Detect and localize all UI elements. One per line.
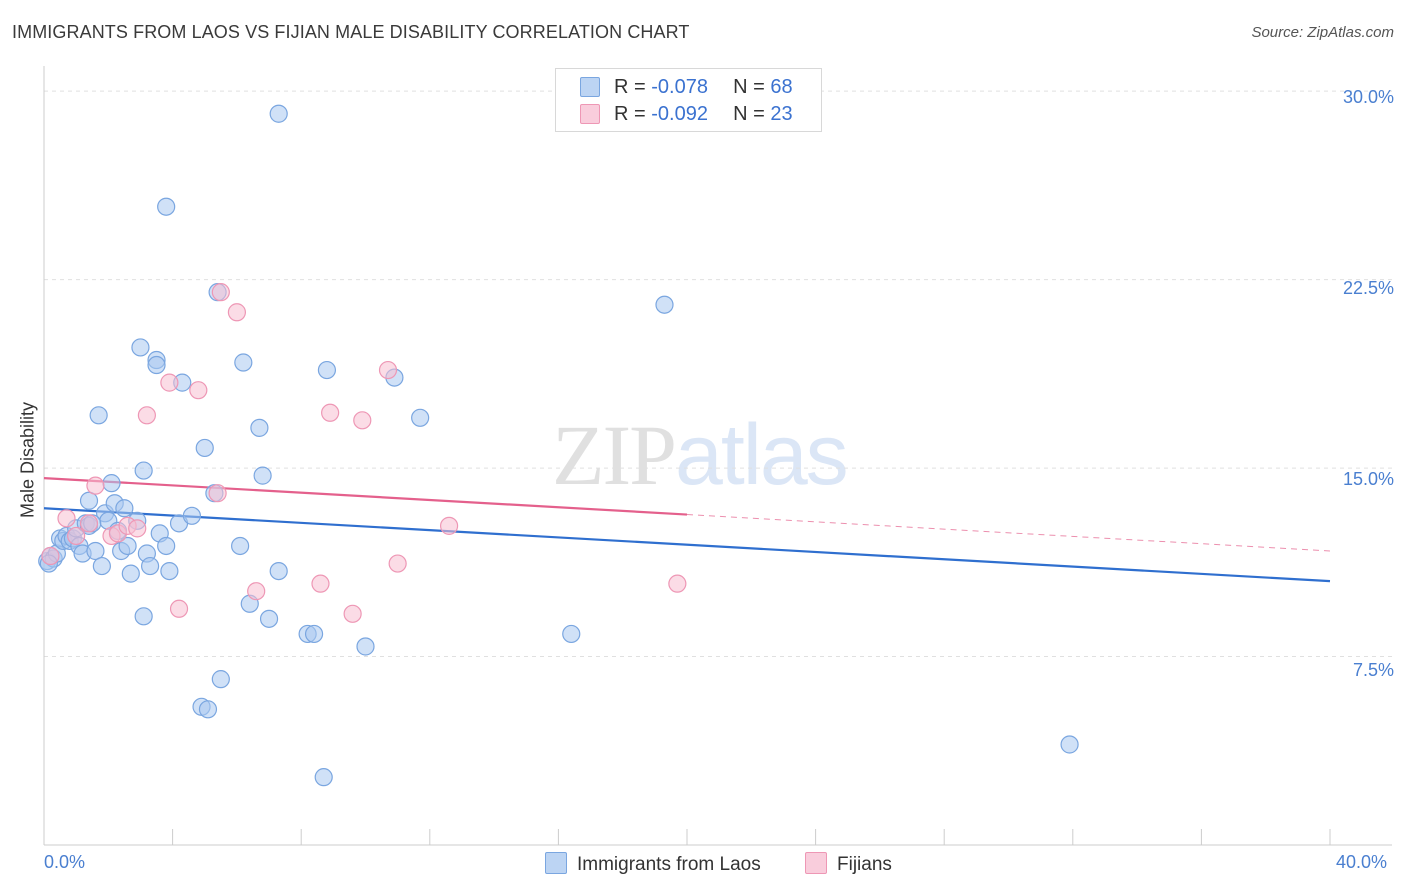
fijian-point bbox=[208, 484, 227, 503]
legend-swatch-fijians bbox=[580, 104, 600, 124]
laos-point bbox=[259, 609, 279, 628]
laos-point bbox=[655, 295, 674, 314]
fijian-point bbox=[169, 599, 189, 618]
legend-row-fijians: R = -0.092 N = 23 bbox=[614, 103, 793, 126]
fijian-point bbox=[67, 526, 86, 546]
laos-point bbox=[131, 338, 150, 357]
laos-point bbox=[269, 104, 288, 123]
chart-title: IMMIGRANTS FROM LAOS VS FIJIAN MALE DISA… bbox=[12, 22, 690, 42]
watermark-zip: ZIP bbox=[552, 407, 677, 503]
fijian-trend-dashed bbox=[686, 514, 1331, 552]
laos-point bbox=[269, 561, 288, 581]
legend-n-value: 23 bbox=[770, 103, 793, 125]
fijian-point bbox=[439, 516, 459, 535]
laos-point bbox=[121, 564, 140, 583]
fijian-point bbox=[160, 373, 179, 392]
laos-point bbox=[231, 536, 250, 556]
laos-point bbox=[250, 418, 269, 437]
laos-point bbox=[253, 466, 272, 485]
legend-swatch-laos bbox=[580, 77, 600, 97]
laos-point bbox=[1060, 735, 1079, 754]
laos-trend-line bbox=[43, 507, 1331, 583]
legend-n-label: N = bbox=[733, 103, 771, 125]
laos-point bbox=[115, 499, 134, 518]
laos-point bbox=[160, 561, 179, 581]
fijian-point bbox=[668, 574, 687, 593]
bottom-legend-laos: Immigrants from Laos bbox=[545, 852, 761, 876]
fijian-point bbox=[311, 574, 330, 593]
bottom-legend-swatch-laos bbox=[545, 852, 567, 874]
laos-point bbox=[92, 556, 111, 576]
fijian-point bbox=[321, 403, 340, 422]
y-tick-label: 7.5% bbox=[1352, 660, 1394, 680]
laos-point bbox=[195, 438, 214, 458]
stats-legend: R = -0.078 N = 68 R = -0.092 N = 23 bbox=[555, 68, 822, 132]
fijian-point bbox=[211, 283, 230, 302]
laos-point bbox=[118, 536, 137, 556]
laos-point bbox=[562, 624, 581, 644]
laos-point bbox=[356, 637, 375, 656]
fijian-point bbox=[57, 509, 76, 528]
legend-n-label: N = bbox=[733, 76, 771, 98]
legend-row-laos: R = -0.078 N = 68 bbox=[614, 76, 793, 99]
y-tick-label: 30.0% bbox=[1342, 87, 1394, 107]
data-points bbox=[38, 104, 1079, 787]
fijian-point bbox=[86, 476, 105, 495]
bottom-legend-label-laos: Immigrants from Laos bbox=[577, 854, 761, 875]
laos-point bbox=[314, 768, 333, 787]
legend-r-label: R = bbox=[614, 103, 652, 125]
fijian-point bbox=[247, 582, 266, 601]
laos-point bbox=[157, 197, 176, 216]
fijian-point bbox=[128, 519, 147, 538]
x-tick-label-max: 40.0% bbox=[1336, 852, 1388, 872]
laos-point bbox=[411, 408, 430, 427]
legend-r-value: -0.092 bbox=[651, 103, 708, 125]
fijian-point bbox=[353, 411, 372, 430]
fijian-point bbox=[189, 381, 208, 400]
laos-point bbox=[134, 607, 153, 626]
source-credit: Source: ZipAtlas.com bbox=[1251, 24, 1394, 41]
laos-point bbox=[147, 355, 166, 375]
trend-lines bbox=[43, 477, 1331, 583]
laos-point bbox=[157, 536, 176, 556]
x-tick-label-min: 0.0% bbox=[44, 852, 86, 872]
fijian-point bbox=[388, 554, 407, 573]
bottom-legend-swatch-fijians bbox=[805, 852, 827, 874]
watermark-atlas: atlas bbox=[675, 407, 849, 503]
laos-point bbox=[234, 353, 253, 372]
fijian-point bbox=[137, 406, 156, 425]
bottom-legend-fijians: Fijians bbox=[805, 852, 892, 876]
laos-point bbox=[198, 700, 218, 719]
fijian-point bbox=[41, 546, 60, 566]
fijian-point bbox=[227, 303, 246, 322]
laos-point bbox=[211, 670, 230, 689]
laos-point bbox=[317, 360, 337, 380]
fijian-point bbox=[378, 360, 398, 380]
fijian-point bbox=[343, 604, 362, 623]
laos-point bbox=[86, 541, 105, 561]
y-tick-label: 15.0% bbox=[1342, 469, 1394, 489]
fijian-trend-solid bbox=[43, 477, 688, 516]
gridlines bbox=[44, 90, 1392, 658]
legend-n-value: 68 bbox=[770, 76, 793, 98]
legend-r-value: -0.078 bbox=[651, 76, 708, 98]
y-tick-label: 22.5% bbox=[1342, 278, 1394, 298]
laos-point bbox=[134, 461, 153, 480]
laos-point bbox=[140, 556, 160, 576]
laos-point bbox=[89, 406, 108, 425]
y-axis-label: Male Disability bbox=[17, 401, 38, 519]
laos-point bbox=[304, 624, 324, 644]
laos-point bbox=[79, 491, 99, 510]
legend-r-label: R = bbox=[614, 76, 652, 98]
fijian-point bbox=[79, 514, 99, 533]
bottom-legend-label-fijians: Fijians bbox=[837, 854, 892, 875]
axes bbox=[43, 66, 1392, 846]
zipatlas-watermark: ZIPatlas bbox=[552, 405, 849, 505]
laos-point bbox=[182, 506, 201, 525]
laos-point bbox=[102, 474, 121, 493]
